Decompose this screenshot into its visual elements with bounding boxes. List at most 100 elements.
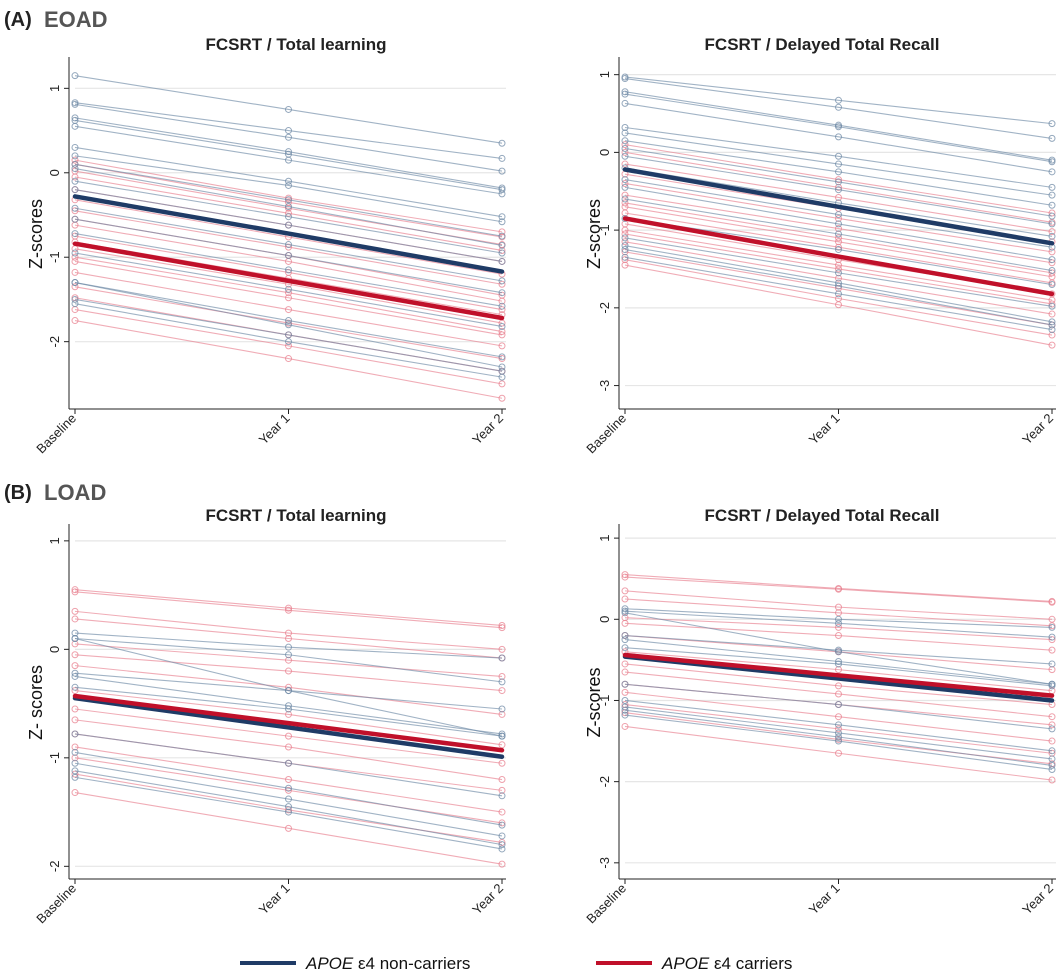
noncarrier-individual-point <box>285 808 292 816</box>
noncarrier-individual-point <box>498 705 506 713</box>
noncarrier-individual-point <box>285 643 292 651</box>
noncarrier-individual-point <box>498 302 506 310</box>
carrier-individual-point <box>71 754 79 762</box>
carrier-individual-point <box>71 615 79 623</box>
y-tick-label: -1 <box>47 251 62 263</box>
carrier-individual-line <box>624 259 1053 336</box>
carrier-individual-point <box>498 860 506 868</box>
noncarrier-individual-line <box>74 119 503 191</box>
carrier-individual-point <box>1048 646 1056 654</box>
y-tick-label: -3 <box>597 380 612 392</box>
noncarrier-individual-point <box>1048 158 1056 166</box>
carrier-individual-point <box>621 573 629 581</box>
x-tick-label: Baseline <box>583 881 629 927</box>
section-a-name: EOAD <box>44 7 108 32</box>
noncarrier-individual-point <box>285 803 292 811</box>
carrier-individual-line <box>624 574 1053 602</box>
x-tick-label: Year 2 <box>1019 881 1056 918</box>
noncarrier-individual-point <box>621 706 629 714</box>
noncarrier-individual-point <box>285 702 292 710</box>
carrier-individual-line <box>624 182 1053 253</box>
noncarrier-individual-point <box>1048 765 1056 773</box>
y-axis-title: Z-scores <box>584 667 604 737</box>
noncarrier-individual-point <box>621 711 629 719</box>
carrier-individual-point <box>835 623 842 631</box>
carrier-individual-point <box>1048 776 1056 784</box>
carrier-individual-line <box>74 757 503 824</box>
noncarrier-individual-line <box>74 282 503 358</box>
carrier-individual-point <box>498 246 506 254</box>
noncarrier-mean-line <box>72 194 505 274</box>
carrier-individual-point <box>835 749 842 757</box>
noncarrier-individual-line <box>624 155 1053 225</box>
noncarrier-individual-point <box>498 257 506 265</box>
noncarrier-individual-point <box>285 177 292 185</box>
noncarrier-mean-line <box>72 695 505 759</box>
panel-title: FCSRT / Delayed Total Recall <box>705 35 940 54</box>
carrier-individual-point <box>835 265 842 273</box>
carrier-individual-line <box>624 144 1053 214</box>
carrier-individual-point <box>285 306 292 314</box>
section-a-letter: (A) <box>4 9 32 31</box>
carrier-individual-point <box>835 243 842 251</box>
noncarrier-individual-point <box>498 213 506 221</box>
x-tick-label: Year 2 <box>469 881 506 918</box>
noncarrier-individual-point <box>498 730 506 738</box>
noncarrier-individual-point <box>1048 660 1056 668</box>
carrier-individual-line <box>624 206 1053 278</box>
carrier-individual-point <box>621 660 629 668</box>
noncarrier-individual-line <box>74 163 503 237</box>
noncarrier-individual-point <box>285 651 292 659</box>
legend: APOE ε4 non-carriers APOE ε4 carriers <box>240 954 792 973</box>
carrier-individual-point <box>1048 248 1056 256</box>
noncarrier-individual-point <box>1048 256 1056 264</box>
noncarrier-individual-point <box>835 733 842 741</box>
noncarrier-individual-line <box>624 186 1053 261</box>
carrier-individual-point <box>835 632 842 640</box>
carrier-individual-line <box>74 248 503 324</box>
carrier-individual-line <box>74 708 503 764</box>
y-tick-label: 1 <box>47 537 62 544</box>
carrier-individual-point <box>285 342 292 350</box>
noncarrier-individual-point <box>835 160 842 168</box>
carrier-individual-point <box>71 743 79 751</box>
carrier-individual-point <box>1048 331 1056 339</box>
noncarrier-individual-point <box>71 215 79 223</box>
carrier-individual-point <box>835 225 842 233</box>
noncarrier-individual-line <box>74 218 503 294</box>
carrier-individual-point <box>498 328 506 336</box>
noncarrier-individual-point <box>285 252 292 260</box>
x-tick-label: Year 1 <box>806 411 843 448</box>
x-tick-label: Baseline <box>33 411 79 457</box>
carrier-individual-point <box>71 268 79 276</box>
noncarrier-individual-point <box>285 127 292 135</box>
carrier-individual-line <box>74 271 503 347</box>
noncarrier-individual-point <box>1048 623 1056 631</box>
carrier-individual-point <box>498 380 506 388</box>
noncarrier-individual-point <box>71 186 79 194</box>
noncarrier-individual-line <box>624 78 1053 139</box>
noncarrier-individual-point <box>285 221 292 229</box>
noncarrier-individual-line <box>624 132 1053 196</box>
noncarrier-individual-point <box>285 784 292 792</box>
carrier-individual-point <box>71 651 79 659</box>
noncarrier-individual-point <box>835 282 842 290</box>
carrier-individual-point <box>1048 269 1056 277</box>
carrier-individual-point <box>71 586 79 594</box>
noncarrier-individual-point <box>1048 680 1056 688</box>
carrier-individual-line <box>74 589 503 627</box>
carrier-individual-point <box>498 838 506 846</box>
carrier-individual-point <box>71 173 79 181</box>
carrier-individual-point <box>1048 713 1056 721</box>
noncarrier-individual-point <box>621 680 629 688</box>
carrier-individual-point <box>285 732 292 740</box>
carrier-individual-line <box>74 610 503 650</box>
carrier-individual-line <box>624 163 1053 233</box>
noncarrier-individual-line <box>74 207 503 282</box>
noncarrier-individual-point <box>285 241 292 249</box>
carrier-individual-line <box>624 202 1053 274</box>
noncarrier-individual-line <box>624 217 1053 286</box>
noncarrier-individual-point <box>71 160 79 168</box>
noncarrier-individual-line <box>74 252 503 328</box>
noncarrier-individual-point <box>285 203 292 211</box>
